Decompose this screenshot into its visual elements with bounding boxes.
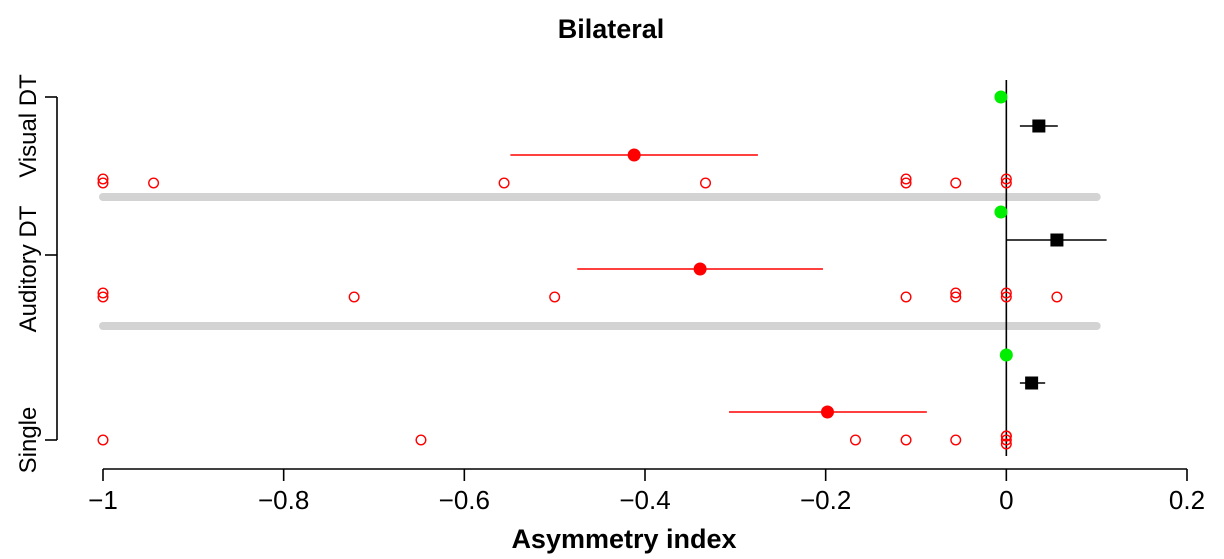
raw-point <box>549 291 561 303</box>
raw-point <box>348 291 360 303</box>
raw-point <box>950 434 962 446</box>
raw-point <box>415 434 427 446</box>
raw-point <box>900 291 912 303</box>
x-tick-label: −0.2 <box>800 485 851 515</box>
raw-point <box>849 434 861 446</box>
x-tick-label: −0.6 <box>439 485 490 515</box>
x-tick-label: −0.4 <box>619 485 670 515</box>
red-means <box>510 148 927 419</box>
raw-point <box>97 173 109 185</box>
raw-point <box>700 177 712 189</box>
raw-point <box>97 291 109 303</box>
raw-point <box>950 287 962 299</box>
black-mean-square <box>1025 376 1039 390</box>
raw-point <box>97 177 109 189</box>
raw-point <box>1000 177 1012 189</box>
y-tick-label: Visual DT <box>15 74 42 178</box>
red-mean-point <box>820 405 834 419</box>
y-tick-label: Auditory DT <box>15 205 42 332</box>
x-axis-label: Asymmetry index <box>511 524 736 554</box>
raw-point <box>900 177 912 189</box>
x-tick-label: −0.8 <box>258 485 309 515</box>
raw-point <box>1000 434 1012 446</box>
raw-points <box>97 173 1063 450</box>
x-tick-label: −1 <box>88 485 118 515</box>
green-points <box>994 90 1013 362</box>
y-tick-label: Single <box>15 407 42 474</box>
group-separators <box>99 193 1101 330</box>
raw-point <box>97 434 109 446</box>
raw-point <box>498 177 510 189</box>
red-mean-point <box>627 148 641 162</box>
raw-point <box>900 173 912 185</box>
x-tick-label: 0 <box>999 485 1013 515</box>
chart-title: Bilateral <box>558 14 665 44</box>
red-mean-point <box>693 262 707 276</box>
axes: −1 −0.8 −0.6 −0.4 −0.2 0 0.2 Single Auditory DT V… <box>15 74 1205 515</box>
raw-point <box>950 177 962 189</box>
raw-point <box>900 434 912 446</box>
raw-point <box>1000 430 1012 442</box>
x-tick-label: 0.2 <box>1169 485 1205 515</box>
raw-point <box>1000 287 1012 299</box>
green-point <box>994 90 1008 104</box>
raw-point <box>1000 438 1012 450</box>
raw-point <box>1051 291 1063 303</box>
raw-point <box>1000 291 1012 303</box>
black-mean-square <box>1050 233 1064 247</box>
raw-point <box>97 287 109 299</box>
black-means <box>1006 119 1107 390</box>
black-mean-square <box>1032 119 1046 133</box>
raw-point <box>148 177 160 189</box>
raw-point <box>1000 173 1012 185</box>
green-point <box>999 348 1013 362</box>
green-point <box>994 205 1008 219</box>
raw-point <box>950 291 962 303</box>
